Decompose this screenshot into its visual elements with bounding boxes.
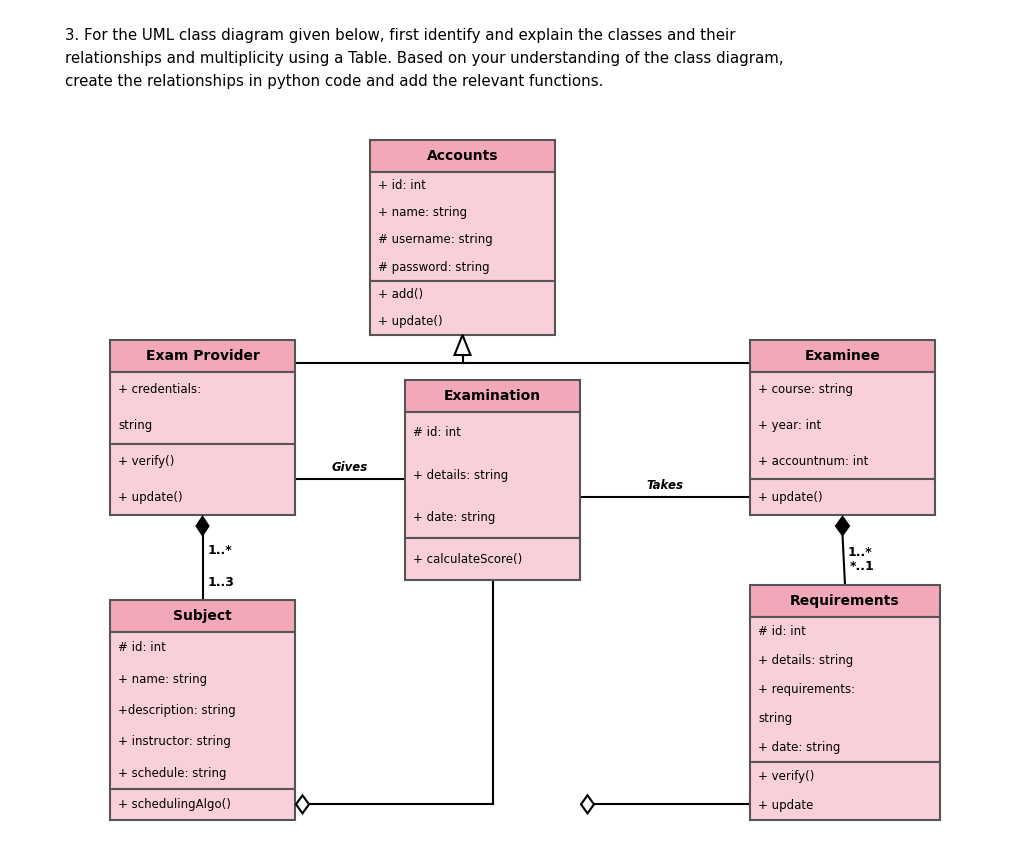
- Polygon shape: [581, 796, 594, 813]
- Bar: [370, 280, 555, 335]
- Bar: [750, 479, 935, 515]
- Text: + accountnum: int: + accountnum: int: [758, 455, 868, 468]
- Bar: [110, 632, 295, 789]
- Text: 1..*: 1..*: [208, 543, 232, 557]
- Text: + schedule: string: + schedule: string: [118, 766, 226, 780]
- Text: + year: int: + year: int: [758, 419, 821, 432]
- Text: string: string: [118, 419, 153, 432]
- Bar: [110, 444, 295, 515]
- Polygon shape: [455, 335, 470, 355]
- Bar: [110, 600, 295, 632]
- Text: Examinee: Examinee: [805, 349, 881, 363]
- Text: + details: string: + details: string: [758, 654, 853, 667]
- Polygon shape: [296, 796, 309, 813]
- Text: + requirements:: + requirements:: [758, 683, 855, 696]
- Text: + date: string: + date: string: [413, 510, 496, 524]
- Text: + calculateScore(): + calculateScore(): [413, 552, 522, 566]
- Polygon shape: [836, 517, 849, 535]
- Text: +description: string: +description: string: [118, 704, 236, 717]
- Bar: [406, 412, 580, 538]
- Text: + credentials:: + credentials:: [118, 383, 201, 397]
- Text: Requirements: Requirements: [791, 594, 900, 608]
- Bar: [750, 340, 935, 372]
- Bar: [110, 789, 295, 820]
- Bar: [370, 172, 555, 280]
- Text: + update(): + update(): [758, 491, 822, 504]
- Bar: [406, 538, 580, 580]
- Text: + update: + update: [758, 799, 813, 812]
- Text: + verify(): + verify(): [758, 770, 814, 783]
- Text: # id: int: # id: int: [118, 641, 166, 654]
- Text: # id: int: # id: int: [758, 625, 806, 638]
- Text: 3. For the UML class diagram given below, first identify and explain the classes: 3. For the UML class diagram given below…: [65, 28, 783, 88]
- Text: + name: string: + name: string: [118, 673, 207, 685]
- Text: + add(): + add(): [378, 288, 423, 301]
- Text: + date: string: + date: string: [758, 741, 841, 754]
- Text: + course: string: + course: string: [758, 383, 853, 397]
- Text: + update(): + update(): [118, 491, 182, 504]
- Text: 1..*: 1..*: [848, 546, 872, 559]
- Text: Gives: Gives: [332, 461, 368, 474]
- Text: + id: int: + id: int: [378, 179, 426, 192]
- Text: Accounts: Accounts: [427, 149, 499, 163]
- Text: string: string: [758, 712, 793, 725]
- Text: + name: string: + name: string: [378, 206, 467, 219]
- Polygon shape: [197, 517, 209, 535]
- Text: + verify(): + verify(): [118, 455, 174, 468]
- Text: Examination: Examination: [444, 389, 541, 403]
- Bar: [750, 585, 940, 617]
- Text: Subject: Subject: [173, 609, 231, 623]
- Text: + instructor: string: + instructor: string: [118, 735, 230, 749]
- Text: # password: string: # password: string: [378, 260, 489, 274]
- Bar: [406, 380, 580, 412]
- Bar: [750, 617, 940, 762]
- Bar: [750, 762, 940, 820]
- Text: *..1: *..1: [850, 561, 874, 573]
- Text: # username: string: # username: string: [378, 233, 493, 247]
- Text: + details: string: + details: string: [413, 468, 508, 482]
- Text: 1..3: 1..3: [208, 575, 234, 589]
- Bar: [750, 372, 935, 479]
- Text: # id: int: # id: int: [413, 427, 461, 440]
- Text: Exam Provider: Exam Provider: [145, 349, 259, 363]
- Text: + schedulingAlgo(): + schedulingAlgo(): [118, 798, 230, 811]
- Bar: [110, 340, 295, 372]
- Text: + update(): + update(): [378, 315, 442, 328]
- Text: Takes: Takes: [646, 479, 683, 492]
- Bar: [370, 140, 555, 172]
- Bar: [110, 372, 295, 444]
